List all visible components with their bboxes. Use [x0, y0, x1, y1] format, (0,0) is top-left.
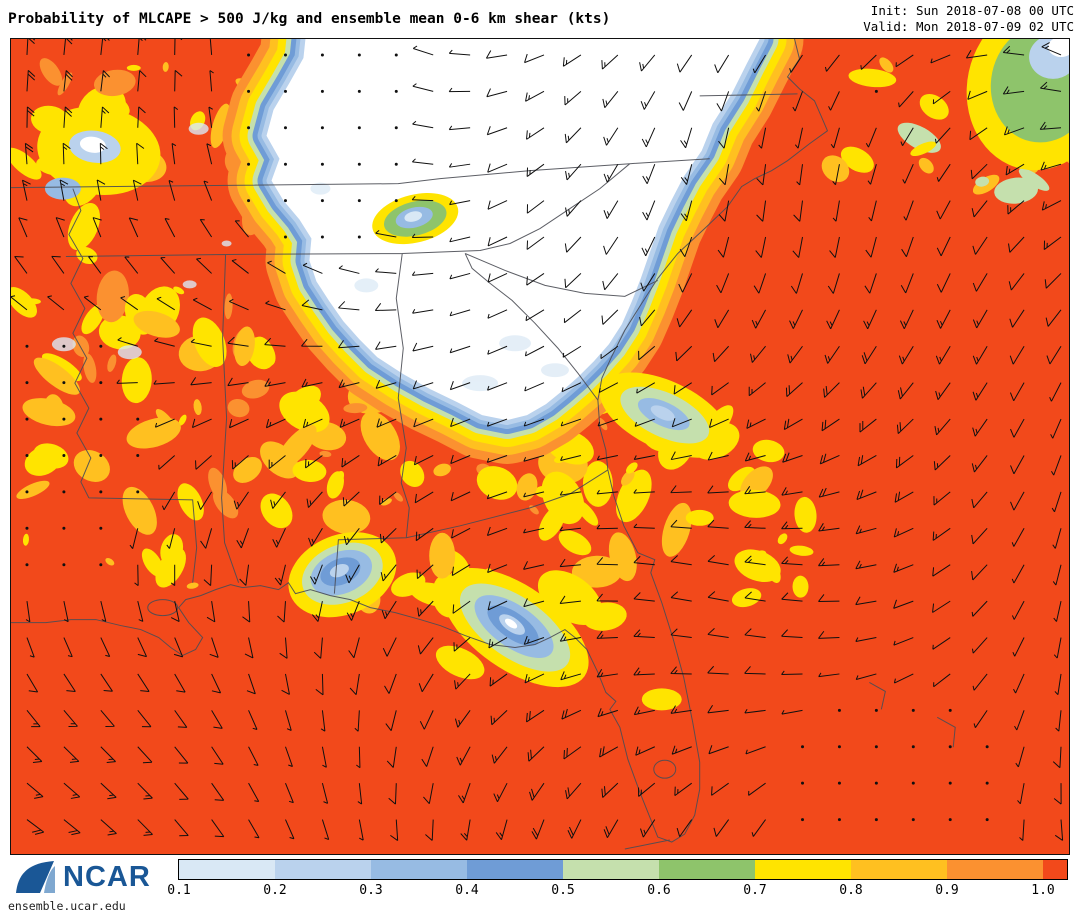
footer-bar: NCAR ensemble.ucar.edu 0.1 0.2 0.3 0.4 0.5 0.… [0, 855, 1080, 915]
probability-map [10, 38, 1070, 855]
local-minimum-mississippi-coast [288, 532, 397, 618]
florida-keys [624, 839, 670, 850]
colorbar-tick-label: 0.5 [551, 883, 575, 898]
colorbar-tick-label: 0.6 [647, 883, 671, 898]
colorbar-tick-label: 0.8 [839, 883, 863, 898]
map-svg [11, 39, 1069, 854]
colorbar-tick-label: 0.2 [263, 883, 287, 898]
colorbar-segment [179, 860, 275, 879]
wind-barbs-layer [11, 39, 1064, 841]
local-minimum-northeast-corner [966, 39, 1069, 171]
colorbar-tick-label: 1.0 [1031, 883, 1055, 898]
ncar-logo-swoosh-icon [16, 861, 55, 893]
colorbar-tick-label: 0.3 [359, 883, 383, 898]
colorbar-tick-label: 0.9 [935, 883, 959, 898]
colorbar-segment [947, 860, 1043, 879]
ncar-logo: NCAR [14, 860, 151, 894]
local-minimum-georgia-coast [599, 372, 730, 458]
colorbar-tick-label: 0.4 [455, 883, 479, 898]
geography-layer [11, 39, 956, 850]
init-time-label: Init: Sun 2018-07-08 00 UTC [870, 3, 1074, 18]
state-borders [11, 93, 798, 594]
lake-okeechobee [653, 759, 677, 779]
local-minimum-upper-left [37, 106, 161, 200]
colorbar-segment [275, 860, 371, 879]
model-times: Init: Sun 2018-07-08 00 UTC Valid: Mon 2… [863, 3, 1074, 35]
colorbar-segment [851, 860, 947, 879]
colorbar-segment [755, 860, 851, 879]
ncar-logo-text: NCAR [63, 860, 151, 893]
lake-pontchartrain [147, 599, 179, 617]
page-title: Probability of MLCAPE > 500 J/kg and ens… [8, 11, 611, 27]
local-minimum-apalachicola [435, 568, 602, 688]
colorbar-segment [1043, 860, 1067, 879]
bahamas-islands [869, 681, 956, 748]
colorbar-segment [467, 860, 563, 879]
colorbar-segment [371, 860, 467, 879]
colorbar-segment [563, 860, 659, 879]
colorbar-labels: 0.1 0.2 0.3 0.4 0.5 0.6 0.7 0.8 0.9 1.0 [167, 883, 1069, 899]
colorbar-tick-label: 0.1 [167, 883, 191, 898]
coastline [11, 39, 829, 843]
valid-time-label: Valid: Mon 2018-07-09 02 UTC [863, 19, 1074, 34]
site-url: ensemble.ucar.edu [8, 899, 126, 913]
header-bar: Probability of MLCAPE > 500 J/kg and ens… [0, 0, 1080, 38]
colorbar-tick-label: 0.7 [743, 883, 767, 898]
core-interior-speckles [310, 182, 569, 392]
colorbar [178, 859, 1068, 880]
colorbar-segment [659, 860, 755, 879]
local-max-tennessee-spot [372, 193, 459, 245]
